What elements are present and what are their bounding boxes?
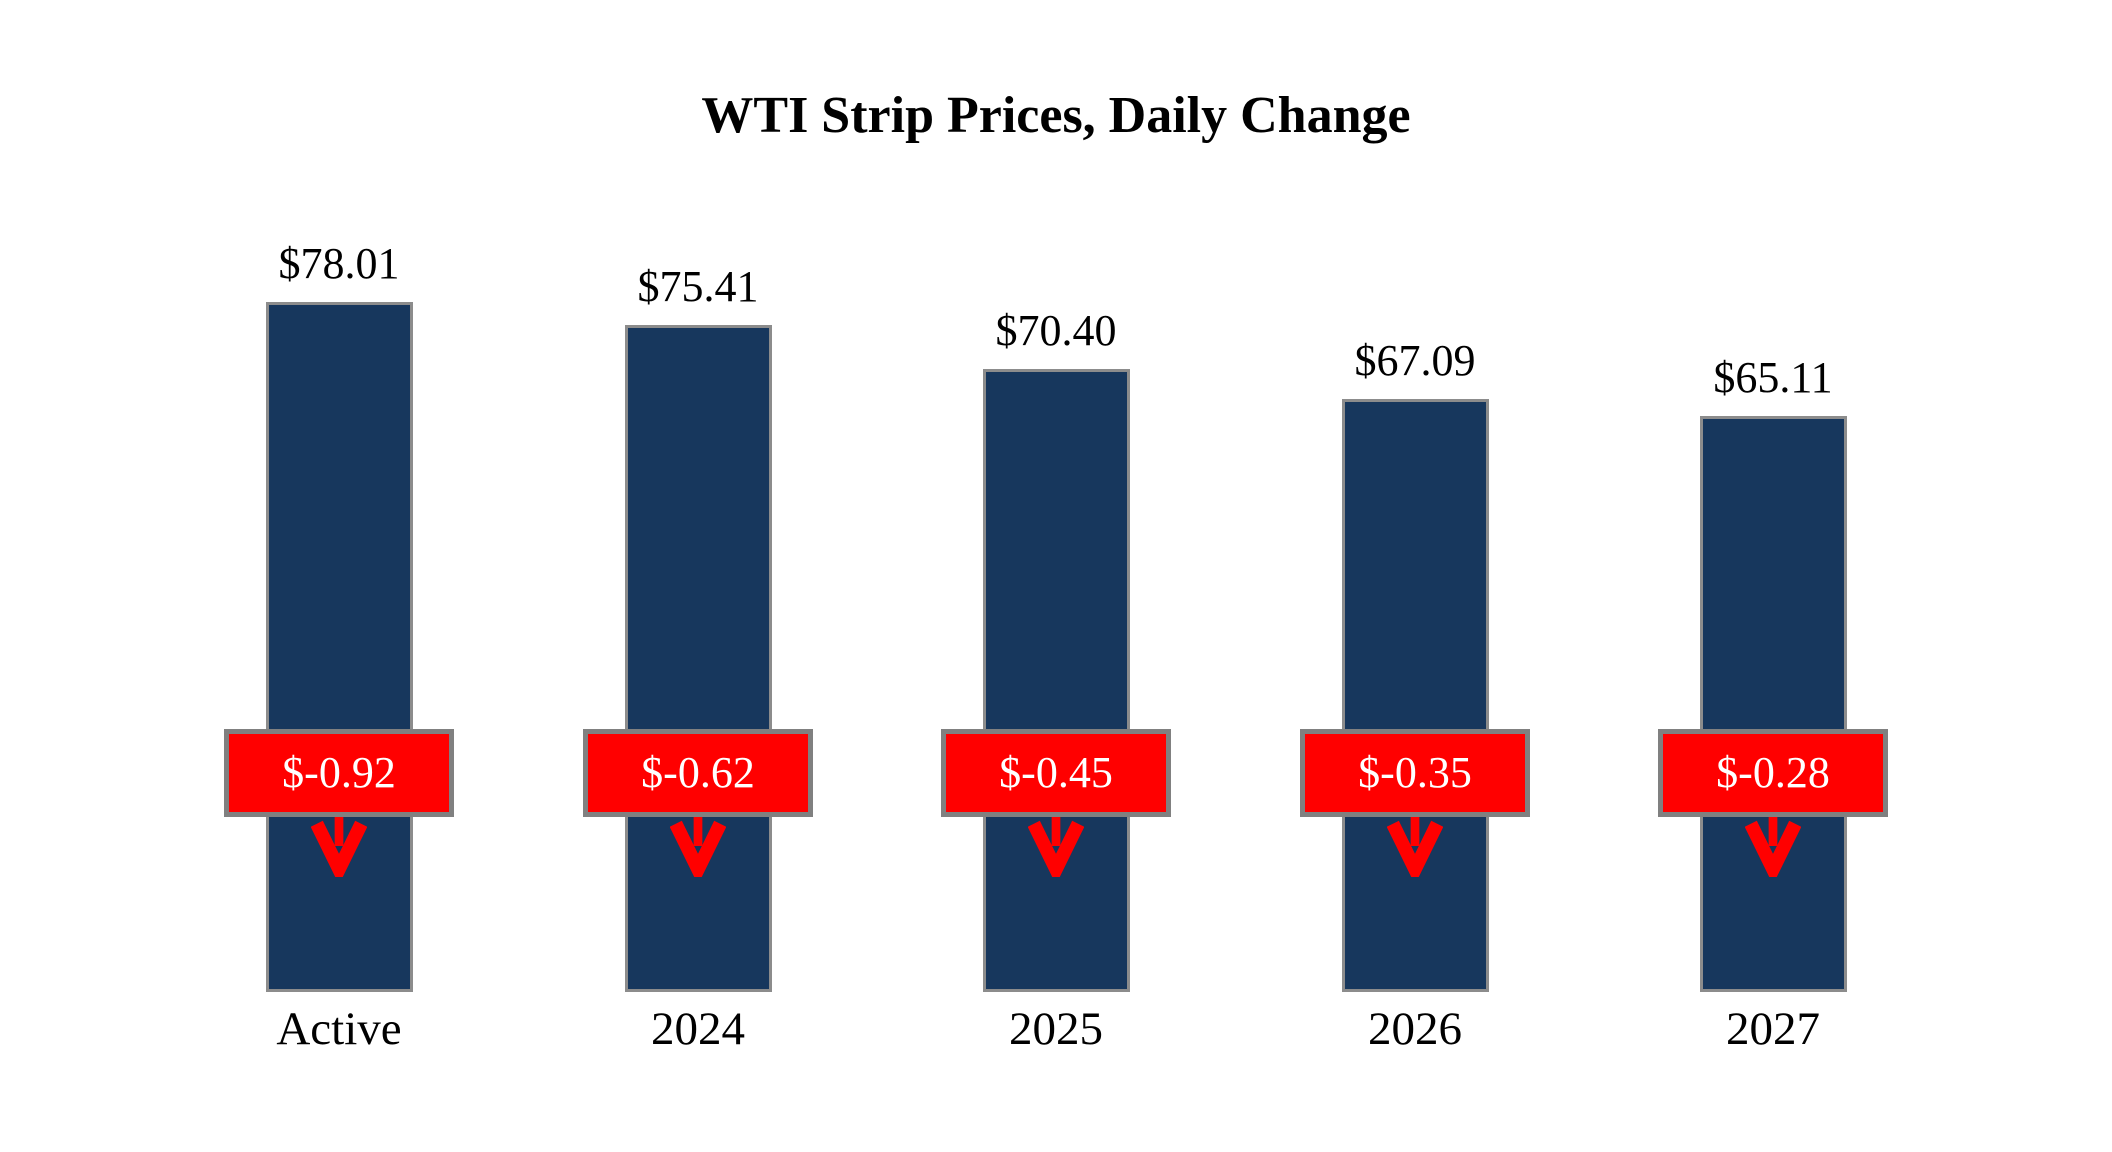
- change-badge: $-0.35: [1300, 729, 1530, 817]
- bar: [983, 369, 1130, 992]
- bar-column: $67.09 $-0.35 2026: [1300, 0, 1530, 1152]
- chart-title: WTI Strip Prices, Daily Change: [701, 87, 1411, 144]
- bar: [1342, 399, 1489, 992]
- bar-value-label: $70.40: [995, 306, 1117, 355]
- change-badge: $-0.45: [941, 729, 1171, 817]
- change-value-label: $-0.92: [282, 748, 396, 797]
- change-value-label: $-0.35: [1358, 748, 1472, 797]
- change-badge: $-0.92: [224, 729, 454, 817]
- category-label: 2025: [1009, 1003, 1103, 1055]
- bar: [625, 325, 772, 992]
- change-value-label: $-0.28: [1716, 748, 1830, 797]
- bar-value-label: $65.11: [1713, 353, 1833, 402]
- change-value-label: $-0.45: [999, 748, 1113, 797]
- bar-column: $70.40 $-0.45 2025: [941, 0, 1171, 1152]
- down-arrow-icon: [1745, 817, 1801, 877]
- down-arrow-icon: [1387, 817, 1443, 877]
- bar-value-label: $67.09: [1354, 336, 1476, 385]
- category-label: Active: [276, 1003, 402, 1055]
- change-badge: $-0.28: [1658, 729, 1888, 817]
- down-arrow-icon: [311, 817, 367, 877]
- bar-value-label: $78.01: [278, 239, 400, 288]
- category-label: 2027: [1726, 1003, 1820, 1055]
- category-label: 2024: [651, 1003, 745, 1055]
- bar: [1700, 416, 1847, 992]
- change-value-label: $-0.62: [641, 748, 755, 797]
- bar-value-label: $75.41: [637, 262, 759, 311]
- bar-column: $65.11 $-0.28 2027: [1658, 0, 1888, 1152]
- down-arrow-icon: [1028, 817, 1084, 877]
- bar-column: $75.41 $-0.62 2024: [583, 0, 813, 1152]
- bar: [266, 302, 413, 992]
- down-arrow-icon: [670, 817, 726, 877]
- bar-column: $78.01 $-0.92 Active: [224, 0, 454, 1152]
- category-label: 2026: [1368, 1003, 1462, 1055]
- change-badge: $-0.62: [583, 729, 813, 817]
